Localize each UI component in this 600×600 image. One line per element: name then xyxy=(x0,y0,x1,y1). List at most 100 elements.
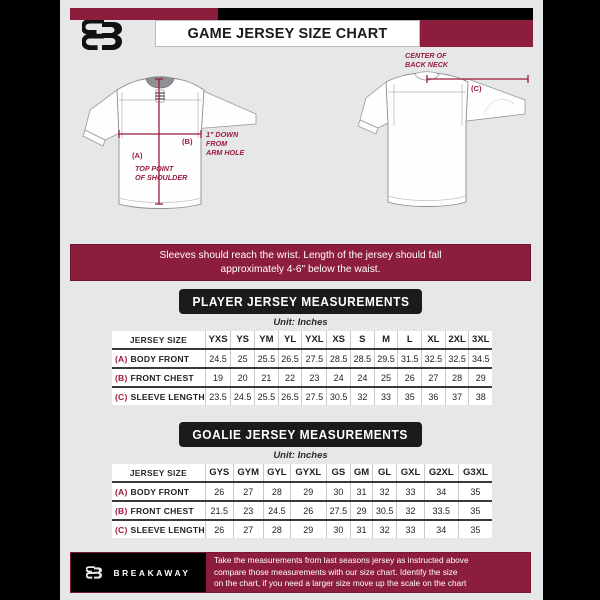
header-black-bar xyxy=(218,8,533,20)
column-header-g3xl: G3XL xyxy=(457,464,492,483)
jersey-back-illustration xyxy=(357,71,529,207)
column-header-gym: GYM xyxy=(232,464,264,483)
measurement-cell: 25.5 xyxy=(254,387,279,405)
annotation-b-line1: 1" DOWN xyxy=(206,130,239,139)
measurement-cell: 26.5 xyxy=(277,387,302,405)
measurement-cell: 29 xyxy=(289,520,327,538)
annotation-a-line2: OF SHOULDER xyxy=(135,173,188,182)
player-unit-label: Unit: Inches xyxy=(273,317,328,328)
measurement-cell: 25 xyxy=(230,349,255,369)
column-header-gys: GYS xyxy=(204,464,234,483)
measurement-cell: 36 xyxy=(421,387,446,405)
row-marker: (C) xyxy=(115,391,128,402)
column-header-xl: XL xyxy=(421,331,446,350)
measurement-cell: 28 xyxy=(444,368,469,388)
measurement-cell: 29 xyxy=(289,482,327,502)
goalie-section-title: GOALIE JERSEY MEASUREMENTS xyxy=(179,422,422,447)
table-row: (B) FRONT CHEST 19 20 21 22 23 24 24 25 26 27 28 29 xyxy=(112,368,492,388)
player-section-title: PLAYER JERSEY MEASUREMENTS xyxy=(179,289,422,314)
measurement-cell: 26 xyxy=(289,501,327,521)
footer-brand-name: BREAKAWAY xyxy=(113,567,191,578)
column-header-gl: GL xyxy=(371,464,397,483)
column-header-ym: YM xyxy=(254,331,279,350)
measurement-cell: 23 xyxy=(301,368,327,388)
measurement-cell: 27 xyxy=(232,520,264,538)
annotation-a-marker: (A) xyxy=(132,151,143,160)
banner-line-1: Sleeves should reach the wrist. Length o… xyxy=(159,249,442,261)
measurement-cell: 27.5 xyxy=(301,387,327,405)
column-header-m: M xyxy=(373,331,398,350)
measurement-cell: 33 xyxy=(373,387,398,405)
table-row: (A) BODY FRONT 24.5 25 25.5 26.5 27.5 28.5 28.5 2… xyxy=(112,349,492,369)
goalie-section-title-text: GOALIE JERSEY MEASUREMENTS xyxy=(192,427,409,442)
measurement-cell: 24.5 xyxy=(204,349,231,369)
measurement-cell: 19 xyxy=(204,368,231,388)
measurement-cell: 38 xyxy=(468,387,492,405)
measurement-cell: 30.5 xyxy=(326,387,351,405)
page-footer: BREAKAWAY Take the measurements from las… xyxy=(70,552,531,593)
column-header-3xl: 3XL xyxy=(468,331,492,350)
goalie-measurements-table: JERSEY SIZE GYS GYM GYL GYXL GS GM GL GXL G2XL G3X… xyxy=(112,464,492,538)
measurement-cell: 31.5 xyxy=(397,349,422,369)
measurement-cell: 31 xyxy=(350,520,373,538)
column-header-gyl: GYL xyxy=(262,464,291,483)
footer-instructions: Take the measurements from last seasons … xyxy=(206,553,530,592)
measurement-cell: 27 xyxy=(421,368,446,388)
row-marker: (B) xyxy=(115,505,128,516)
table-row: (C) SLEEVE LENGTH 23.5 24.5 25.5 26.5 27.5 30.5… xyxy=(112,387,492,405)
row-marker: (B) xyxy=(115,372,128,383)
measurement-cell: 29 xyxy=(350,501,373,521)
measurement-cell: 26 xyxy=(204,520,234,538)
column-header-jersey-size: JERSEY SIZE xyxy=(112,464,206,483)
annotation-a-line1: TOP POINT xyxy=(135,164,174,173)
measurement-cell: 24.5 xyxy=(262,501,291,521)
column-header-l: L xyxy=(397,331,422,350)
table-row: (A) BODY FRONT 26 27 28 29 30 31 32 33 34 35 xyxy=(112,482,492,502)
footer-brand-block: BREAKAWAY xyxy=(71,553,206,592)
measurement-cell: 33.5 xyxy=(423,501,459,521)
goalie-unit-label: Unit: Inches xyxy=(273,450,328,461)
row-label: (C) SLEEVE LENGTH xyxy=(115,391,205,402)
measurement-cell: 21 xyxy=(254,368,279,388)
player-section-title-text: PLAYER JERSEY MEASUREMENTS xyxy=(191,294,410,309)
page-title-text: GAME JERSEY SIZE CHART xyxy=(187,25,388,42)
measurement-cell: 37 xyxy=(444,387,469,405)
measurement-cell: 30 xyxy=(325,520,351,538)
measurement-cell: 21.5 xyxy=(204,501,234,521)
page-title: GAME JERSEY SIZE CHART xyxy=(155,20,420,47)
measurement-cell: 35 xyxy=(397,387,422,405)
measurement-cell: 34 xyxy=(423,482,459,502)
row-marker: (C) xyxy=(115,524,128,535)
page-header: GAME JERSEY SIZE CHART xyxy=(60,0,543,52)
measurement-cell: 32.5 xyxy=(444,349,469,369)
measurement-cell: 33 xyxy=(396,482,425,502)
measurement-cell: 27.5 xyxy=(325,501,351,521)
row-label: (C) SLEEVE LENGTH xyxy=(115,524,205,535)
row-label: (B) FRONT CHEST xyxy=(112,368,206,388)
column-header-s: S xyxy=(350,331,375,350)
measurement-cell: 32 xyxy=(371,520,397,538)
player-measurements-table: JERSEY SIZE YXS YS YM YL YXL XS S M L XL 2XL 3XL (A) B… xyxy=(112,331,492,405)
row-marker: (A) xyxy=(115,353,128,364)
measurement-cell: 20 xyxy=(230,368,255,388)
measurement-cell: 32.5 xyxy=(421,349,446,369)
column-header-yxs: YXS xyxy=(204,331,231,350)
column-header-gyxl: GYXL xyxy=(289,464,327,483)
measurement-cell: 28 xyxy=(262,482,291,502)
measurement-cell: 32 xyxy=(396,501,425,521)
header-maroon-bar-left xyxy=(70,8,218,20)
measurement-cell: 23.5 xyxy=(204,387,231,405)
annotation-c-line1: CENTER OF xyxy=(405,52,447,60)
column-header-yxl: YXL xyxy=(301,331,327,350)
measurement-cell: 24 xyxy=(350,368,375,388)
breakaway-b-logo-icon xyxy=(86,565,103,579)
measurement-cell: 24.5 xyxy=(230,387,255,405)
column-header-gs: GS xyxy=(325,464,351,483)
table-header-row: JERSEY SIZE GYS GYM GYL GYXL GS GM GL GXL G2XL G3X… xyxy=(112,464,492,483)
column-header-ys: YS xyxy=(230,331,255,350)
measurement-cell: 30.5 xyxy=(371,501,397,521)
jersey-front-illustration xyxy=(82,76,257,209)
measurement-cell: 28.5 xyxy=(326,349,351,369)
row-label: (A) BODY FRONT xyxy=(112,349,206,369)
